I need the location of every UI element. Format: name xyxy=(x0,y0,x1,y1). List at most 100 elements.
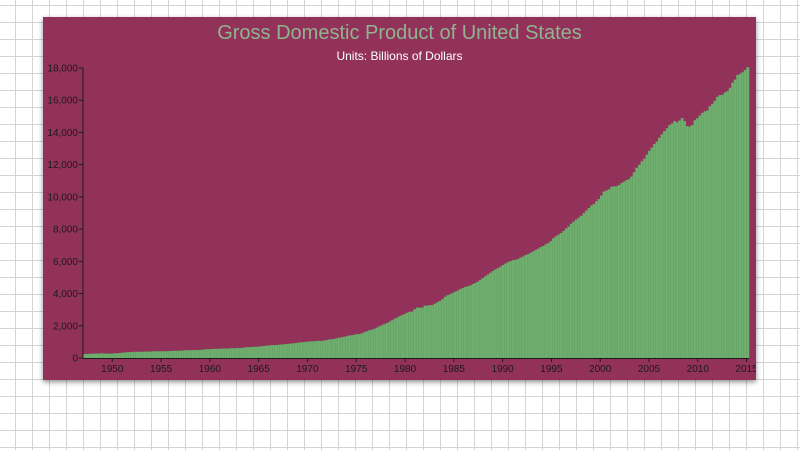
bar xyxy=(463,287,467,359)
bar xyxy=(234,348,238,359)
y-tick-label: 12,000 xyxy=(47,160,78,171)
x-tick-label: 1955 xyxy=(150,364,173,375)
bar xyxy=(741,72,745,359)
bar xyxy=(647,150,651,359)
bar xyxy=(516,258,520,359)
bar xyxy=(675,122,679,359)
bar xyxy=(211,348,215,359)
bar xyxy=(594,201,598,359)
bar xyxy=(685,125,689,359)
bar xyxy=(726,90,729,359)
bar xyxy=(203,349,207,359)
bar xyxy=(695,118,699,359)
bar xyxy=(549,240,553,359)
bar xyxy=(198,349,202,359)
bar xyxy=(85,353,89,359)
bar xyxy=(615,186,618,359)
bar xyxy=(193,349,197,359)
bar xyxy=(650,147,654,359)
y-tick-label: 4,000 xyxy=(53,289,78,300)
x-tick-label: 1970 xyxy=(296,364,319,375)
bar xyxy=(602,191,606,359)
bar xyxy=(335,338,338,359)
bar xyxy=(509,260,513,359)
bar xyxy=(698,115,702,359)
bar xyxy=(461,287,465,359)
bar-series xyxy=(82,67,750,359)
bar xyxy=(665,128,669,359)
bar xyxy=(403,314,407,359)
bar xyxy=(330,339,333,359)
bar xyxy=(539,246,543,359)
bar xyxy=(236,348,240,359)
bar xyxy=(584,210,588,359)
bar xyxy=(264,345,268,359)
bar xyxy=(733,79,737,359)
bar xyxy=(410,311,414,359)
bar xyxy=(309,341,313,359)
bar xyxy=(645,154,649,359)
bar xyxy=(231,348,235,359)
bar xyxy=(721,94,724,359)
bar xyxy=(395,317,399,359)
bar xyxy=(161,351,164,359)
bar xyxy=(501,264,505,359)
bar xyxy=(592,204,596,359)
bar xyxy=(491,270,495,359)
bar xyxy=(589,205,593,359)
bar xyxy=(370,329,374,359)
bar xyxy=(577,217,581,359)
bar xyxy=(150,351,154,359)
chart-title: Gross Domestic Product of United States xyxy=(217,22,582,44)
bar xyxy=(713,100,717,359)
bar xyxy=(95,353,99,359)
bar xyxy=(534,249,538,359)
bar xyxy=(239,347,243,359)
bar xyxy=(158,351,162,359)
bar xyxy=(108,353,111,359)
bar xyxy=(541,245,545,359)
bar xyxy=(693,120,697,359)
bar xyxy=(90,353,94,359)
bar xyxy=(716,96,719,359)
bar xyxy=(186,350,190,359)
bar xyxy=(128,352,132,359)
bar xyxy=(451,292,454,359)
bar xyxy=(519,257,523,359)
bar xyxy=(325,339,328,359)
y-tick-label: 14,000 xyxy=(47,128,78,139)
bar xyxy=(658,137,661,359)
bar xyxy=(529,252,533,359)
bar xyxy=(322,340,326,359)
x-tick-label: 1980 xyxy=(394,364,417,375)
bar xyxy=(635,167,639,359)
bar xyxy=(307,341,311,359)
bar xyxy=(597,198,601,359)
bar xyxy=(670,123,674,359)
y-tick-label: 0 xyxy=(72,354,78,365)
bar xyxy=(87,353,91,359)
bar xyxy=(587,208,591,359)
x-tick-label: 1995 xyxy=(540,364,563,375)
y-tick-label: 18,000 xyxy=(47,64,78,75)
bar xyxy=(178,350,182,359)
bar xyxy=(600,195,603,359)
bar xyxy=(350,335,354,359)
bar xyxy=(408,311,412,359)
bar xyxy=(226,348,230,359)
bar xyxy=(433,303,437,359)
y-tick-label: 16,000 xyxy=(47,96,78,107)
bar xyxy=(415,307,419,359)
bar xyxy=(453,291,457,359)
x-axis: 1950 1955 1960 1965 1970 1975 1980 1985 1990 1995… xyxy=(83,358,756,375)
bar xyxy=(342,336,346,359)
bar xyxy=(660,134,664,359)
bar xyxy=(372,328,376,359)
bar xyxy=(668,125,671,359)
bar xyxy=(428,305,432,359)
bar xyxy=(398,316,402,359)
bar xyxy=(557,234,560,359)
bar xyxy=(319,340,323,359)
bar xyxy=(466,286,470,359)
bar xyxy=(163,351,167,359)
